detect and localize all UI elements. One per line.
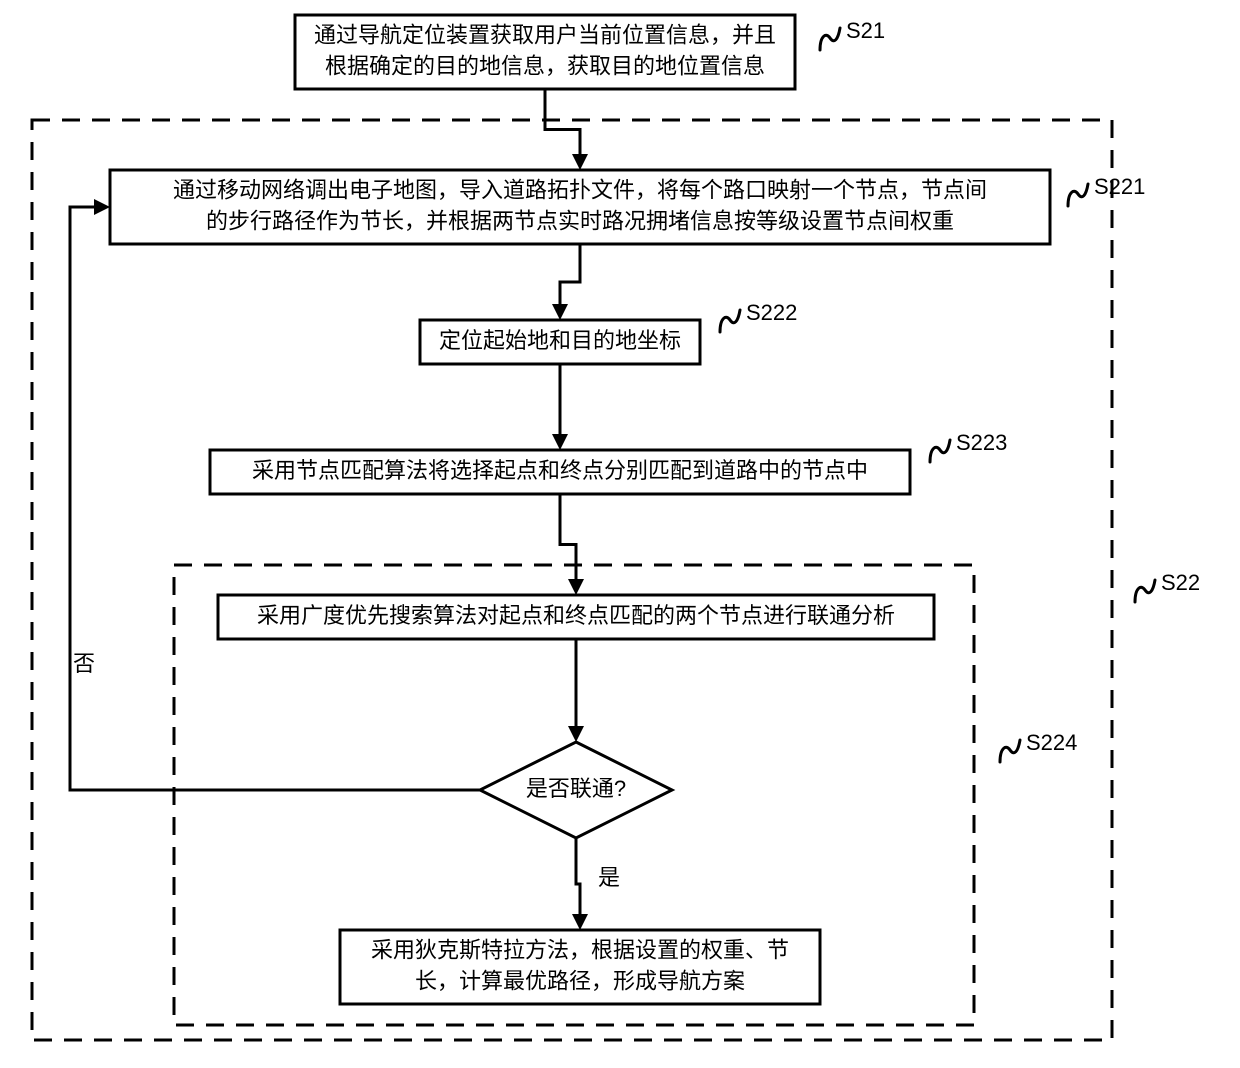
svg-text:S223: S223 — [956, 430, 1007, 455]
svg-text:的步行路径作为节长，并根据两节点实时路况拥堵信息按等级设置节: 的步行路径作为节长，并根据两节点实时路况拥堵信息按等级设置节点间权重 — [206, 208, 954, 233]
svg-text:是否联通?: 是否联通? — [526, 776, 626, 801]
svg-text:定位起始地和目的地坐标: 定位起始地和目的地坐标 — [439, 328, 681, 353]
flowchart-canvas: S22 S224 通过导航定位装置获取用户当前位置信息，并且根据确定的目的地信息，获… — [0, 0, 1240, 1068]
flow-edge-loopback — [70, 207, 480, 790]
svg-text:通过导航定位装置获取用户当前位置信息，并且: 通过导航定位装置获取用户当前位置信息，并且 — [314, 22, 776, 47]
svg-text:根据确定的目的地信息，获取目的地位置信息: 根据确定的目的地信息，获取目的地位置信息 — [325, 53, 765, 78]
svg-text:采用节点匹配算法将选择起点和终点分别匹配到道路中的节点中: 采用节点匹配算法将选择起点和终点分别匹配到道路中的节点中 — [252, 458, 868, 483]
flow-edge — [576, 838, 580, 916]
svg-text:S221: S221 — [1094, 174, 1145, 199]
edge-label: 是 — [598, 865, 620, 890]
flow-edge — [560, 244, 580, 306]
flow-edge — [545, 89, 580, 156]
svg-text:S222: S222 — [746, 300, 797, 325]
flow-edge — [560, 494, 576, 581]
svg-text:S22: S22 — [1161, 570, 1200, 595]
svg-text:通过移动网络调出电子地图，导入道路拓扑文件，将每个路口映射一: 通过移动网络调出电子地图，导入道路拓扑文件，将每个路口映射一个节点，节点间 — [173, 177, 987, 202]
svg-text:S21: S21 — [846, 18, 885, 43]
svg-text:采用广度优先搜索算法对起点和终点匹配的两个节点进行联通分析: 采用广度优先搜索算法对起点和终点匹配的两个节点进行联通分析 — [257, 603, 895, 628]
svg-text:S224: S224 — [1026, 730, 1077, 755]
svg-text:采用狄克斯特拉方法，根据设置的权重、节: 采用狄克斯特拉方法，根据设置的权重、节 — [371, 937, 789, 962]
edge-label: 否 — [73, 651, 95, 676]
svg-text:长，计算最优路径，形成导航方案: 长，计算最优路径，形成导航方案 — [415, 968, 745, 993]
